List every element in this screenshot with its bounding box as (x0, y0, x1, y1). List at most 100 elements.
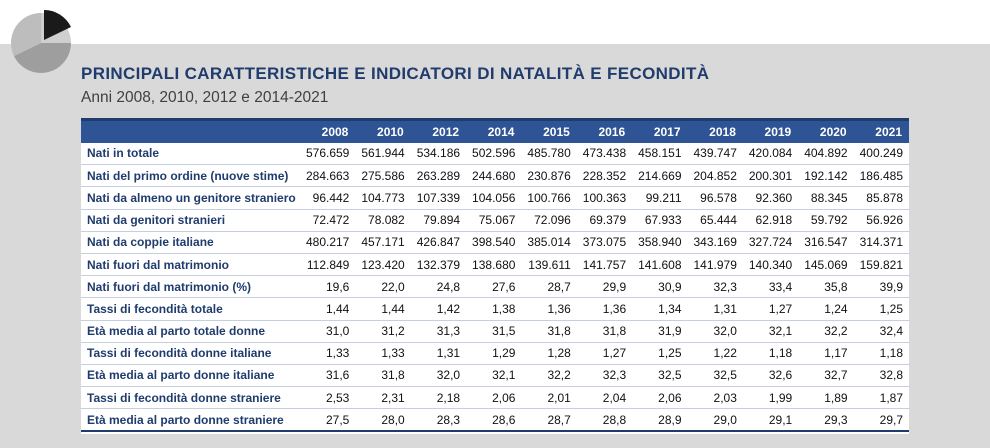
column-header-year: 2010 (355, 118, 411, 143)
table-cell: 69.379 (576, 209, 633, 232)
table-cell: 96.442 (300, 186, 356, 210)
table-cell: 1,99 (742, 386, 799, 410)
table-cell: 327.724 (742, 231, 799, 254)
table-cell: 576.659 (300, 142, 356, 166)
table-row: Tassi di fecondità totale 1,44 1,44 1,42 1,3… (81, 297, 909, 321)
table-cell: 32,1 (466, 364, 522, 388)
table-cell: 31,5 (466, 320, 522, 343)
table-cell: 2,03 (687, 386, 743, 410)
table-cell: 100.363 (576, 186, 633, 210)
row-label: Età media al parto donne italiane (81, 364, 300, 388)
table-cell: 92.360 (742, 186, 799, 210)
table-cell: 1,44 (300, 297, 356, 321)
table-cell: 72.472 (300, 209, 356, 232)
table-cell: 31,6 (300, 364, 356, 388)
column-header-year: 2016 (576, 118, 633, 143)
table-cell: 107.339 (410, 186, 467, 210)
table-cell: 32,2 (798, 320, 854, 343)
table-cell: 1,22 (687, 342, 743, 365)
table-cell: 33,4 (742, 275, 799, 299)
table-cell: 1,27 (742, 297, 799, 321)
table-cell: 39,9 (853, 275, 909, 299)
table-cell: 2,06 (632, 386, 688, 410)
table-cell: 420.084 (742, 142, 799, 166)
table-cell: 473.438 (576, 142, 633, 166)
table-cell: 534.186 (410, 142, 467, 166)
table-cell: 316.547 (798, 231, 854, 254)
table-cell: 32,5 (632, 364, 688, 388)
table-cell: 28,8 (576, 408, 633, 432)
table-cell: 1,89 (798, 386, 854, 410)
table-cell: 67.933 (632, 209, 688, 232)
table-cell: 1,36 (576, 297, 633, 321)
table-cell: 2,04 (576, 386, 633, 410)
table-cell: 27,5 (300, 408, 356, 432)
table-cell: 24,8 (410, 275, 467, 299)
table-cell: 263.289 (410, 164, 467, 188)
table-cell: 2,18 (410, 386, 467, 410)
table-cell: 29,3 (798, 408, 854, 432)
table-body: Nati in totale 576.659 561.944 534.186 502.5… (81, 142, 909, 432)
table-cell: 29,7 (853, 408, 909, 432)
row-label: Nati fuori dal matrimonio (81, 253, 300, 277)
table-cell: 32,0 (410, 364, 467, 388)
table-cell: 65.444 (687, 209, 743, 232)
table-cell: 2,31 (355, 386, 411, 410)
table-cell: 358.940 (632, 231, 688, 254)
table-cell: 32,6 (742, 364, 799, 388)
table-cell: 32,1 (742, 320, 799, 343)
table-cell: 32,2 (521, 364, 577, 388)
row-label: Nati in totale (81, 142, 300, 166)
table-cell: 30,9 (632, 275, 688, 299)
table-cell: 28,6 (466, 408, 522, 432)
row-label: Nati da coppie italiane (81, 231, 300, 254)
table-cell: 56.926 (853, 209, 909, 232)
table-cell: 1,44 (355, 297, 411, 321)
table-cell: 439.747 (687, 142, 743, 166)
pie-chart-logo-icon (11, 10, 71, 73)
data-table-container: 2008 2010 2012 2014 2015 2016 2017 2018 2019 2020… (81, 118, 909, 434)
table-cell: 502.596 (466, 142, 522, 166)
column-header-year: 2015 (521, 118, 577, 143)
table-cell: 186.485 (853, 164, 909, 188)
table-cell: 28,0 (355, 408, 411, 432)
table-cell: 32,5 (687, 364, 743, 388)
table-cell: 458.151 (632, 142, 688, 166)
table-cell: 373.075 (576, 231, 633, 254)
table-row: Nati fuori dal matrimonio (%) 19,6 22,0 24,… (81, 275, 909, 299)
table-header-row: 2008 2010 2012 2014 2015 2016 2017 2018 2019 2020… (81, 118, 909, 143)
table-cell: 32,0 (687, 320, 743, 343)
table-cell: 1,29 (466, 342, 522, 365)
table-cell: 72.096 (521, 209, 577, 232)
column-header-year: 2014 (466, 118, 522, 143)
table-cell: 200.301 (742, 164, 799, 188)
table-cell: 31,2 (355, 320, 411, 343)
table-cell: 192.142 (798, 164, 854, 188)
table-row: Nati da coppie italiane 480.217 457.171 426… (81, 231, 909, 254)
table-cell: 75.067 (466, 209, 522, 232)
column-header-year: 2020 (798, 118, 854, 143)
table-cell: 138.680 (466, 253, 522, 277)
table-cell: 22,0 (355, 275, 411, 299)
table-cell: 27,6 (466, 275, 522, 299)
table-cell: 2,53 (300, 386, 356, 410)
table-cell: 2,06 (466, 386, 522, 410)
column-header-year: 2012 (410, 118, 467, 143)
column-header-year: 2018 (687, 118, 743, 143)
table-cell: 1,42 (410, 297, 467, 321)
row-label: Età media al parto donne straniere (81, 408, 300, 432)
table-cell: 29,0 (687, 408, 743, 432)
table-cell: 1,25 (853, 297, 909, 321)
table-cell: 480.217 (300, 231, 356, 254)
table-cell: 32,3 (687, 275, 743, 299)
table-cell: 1,33 (300, 342, 356, 365)
column-header-year: 2008 (300, 118, 356, 143)
table-cell: 35,8 (798, 275, 854, 299)
row-label: Tassi di fecondità donne italiane (81, 342, 300, 365)
table-cell: 145.069 (798, 253, 854, 277)
table-cell: 1,34 (632, 297, 688, 321)
table-cell: 141.608 (632, 253, 688, 277)
table-cell: 1,28 (521, 342, 577, 365)
table-cell: 112.849 (300, 253, 356, 277)
column-header-year: 2019 (742, 118, 799, 143)
